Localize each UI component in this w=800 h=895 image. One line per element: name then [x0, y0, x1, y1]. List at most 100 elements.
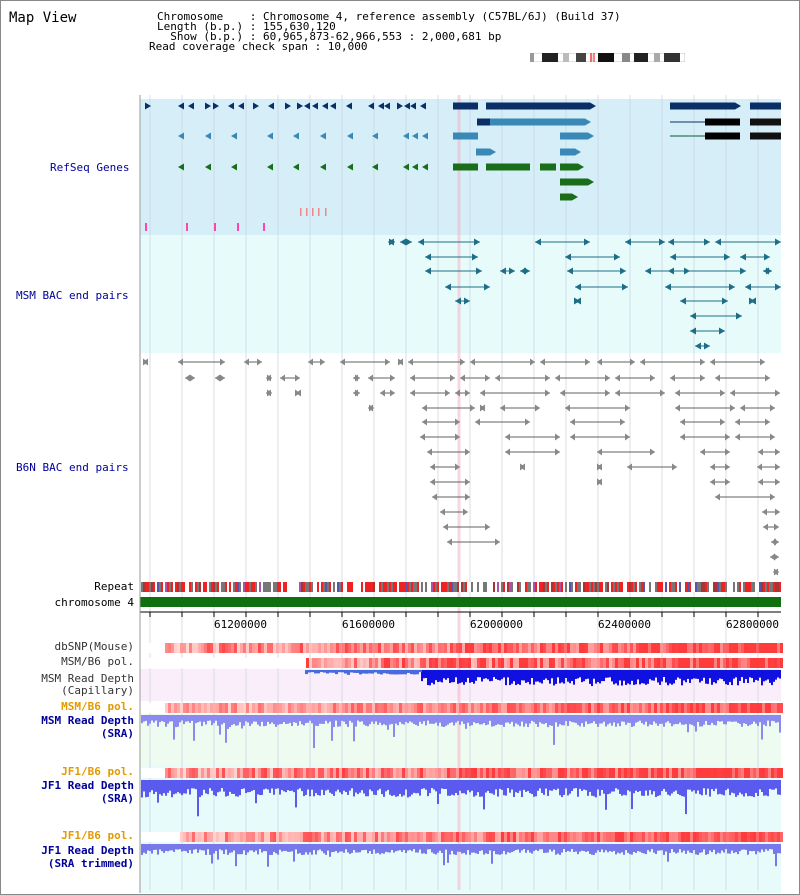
heat-cell: [537, 768, 540, 778]
heat-cell: [609, 643, 612, 653]
depth-bar: [651, 670, 653, 681]
heat-cell: [678, 643, 681, 653]
heat-cell: [432, 643, 435, 653]
depth-bar: [623, 715, 625, 722]
gene-block: [750, 132, 781, 140]
repeat-block: [731, 582, 733, 592]
depth-bar: [481, 715, 483, 725]
repeat-block: [165, 582, 167, 592]
depth-bar: [191, 844, 193, 854]
heat-cell: [567, 832, 570, 842]
depth-bar: [465, 780, 467, 795]
chromosome-ideogram[interactable]: [530, 53, 685, 62]
heat-cell: [762, 658, 765, 668]
heat-cell: [276, 703, 279, 713]
depth-bar: [521, 780, 523, 798]
jf1-trimmed-depth-track[interactable]: [141, 844, 781, 867]
heat-cell: [702, 658, 705, 668]
heat-cell: [711, 832, 714, 842]
depth-bar: [371, 780, 373, 792]
heat-cell: [222, 703, 225, 713]
repeat-block: [673, 582, 675, 592]
b6n-bac-pair-features[interactable]: [143, 358, 780, 576]
heat-cell: [282, 768, 285, 778]
heat-cell: [258, 768, 261, 778]
depth-bar: [643, 670, 645, 684]
heat-cell: [147, 703, 150, 713]
depth-bar: [737, 844, 739, 855]
depth-bar: [691, 715, 693, 725]
depth-bar: [769, 670, 771, 683]
repeat-block: [187, 582, 189, 592]
heat-cell: [684, 643, 687, 653]
depth-bar: [509, 844, 511, 853]
depth-bar: [655, 670, 657, 678]
heat-cell: [729, 832, 732, 842]
heat-cell: [636, 768, 639, 778]
refseq-label[interactable]: RefSeq Genes: [50, 161, 130, 174]
heat-cell: [639, 703, 642, 713]
heat-cell: [162, 643, 165, 653]
depth-bar: [565, 670, 567, 679]
heat-cell: [720, 703, 723, 713]
depth-bar: [477, 670, 479, 678]
heat-cell: [426, 832, 429, 842]
depth-bar: [773, 670, 775, 682]
depth-bar: [326, 670, 329, 674]
heat-cell: [423, 658, 426, 668]
heat-cell: [465, 768, 468, 778]
depth-bar: [559, 780, 561, 796]
depth-bar: [593, 670, 595, 679]
depth-bar: [367, 780, 369, 797]
msm-sra-depth-track[interactable]: [141, 715, 781, 749]
depth-bar: [713, 844, 715, 850]
heat-cell: [315, 832, 318, 842]
depth-bar: [479, 670, 481, 678]
heat-cell: [711, 703, 714, 713]
jf1-pol-heat-track[interactable]: [141, 768, 783, 778]
repeat-block: [159, 582, 161, 592]
refseq-gene-features[interactable]: [145, 102, 781, 232]
depth-bar: [401, 780, 403, 797]
repeat-block: [357, 582, 359, 592]
depth-bar: [669, 670, 671, 684]
heat-cell: [150, 658, 153, 668]
strand-arrow: [447, 538, 452, 546]
depth-bar: [701, 715, 703, 727]
msm-bac-label[interactable]: MSM BAC end pairs: [16, 289, 129, 302]
msm-pol2-heat-track[interactable]: [141, 703, 783, 713]
heat-cell: [465, 658, 468, 668]
depth-bar: [237, 715, 239, 726]
repeat-track[interactable]: [141, 582, 781, 592]
heat-cell: [573, 643, 576, 653]
heat-cell: [636, 832, 639, 842]
depth-bar: [287, 780, 289, 791]
depth-bar: [389, 844, 391, 853]
depth-bar: [447, 715, 449, 725]
msm-capillary-depth-track[interactable]: [305, 670, 781, 687]
heat-cell: [165, 643, 168, 653]
repeat-block: [497, 582, 499, 592]
dbsnp-heat-track[interactable]: [141, 643, 783, 653]
depth-bar: [779, 670, 781, 679]
depth-bar: [637, 715, 639, 722]
heat-cell: [687, 643, 690, 653]
msm-bac-pair-features[interactable]: [388, 238, 781, 350]
depth-bar: [223, 715, 225, 724]
b6n-bac-label[interactable]: B6N BAC end pairs: [16, 461, 129, 474]
depth-bar: [285, 844, 287, 851]
depth-bar: [405, 715, 407, 722]
jf1-pol2-heat-track[interactable]: [141, 832, 783, 842]
jf1-sra-depth-track[interactable]: [141, 780, 781, 817]
depth-bar: [557, 844, 559, 854]
depth-bar: [403, 715, 405, 725]
strand-arrow: [295, 389, 300, 397]
heat-cell: [774, 832, 777, 842]
heat-cell: [282, 703, 285, 713]
heat-cell: [321, 703, 324, 713]
strand-arrow: [475, 418, 480, 426]
heat-cell: [615, 643, 618, 653]
depth-bar: [631, 780, 633, 810]
depth-bar: [147, 780, 149, 797]
msm-pol-heat-track[interactable]: [141, 658, 783, 668]
